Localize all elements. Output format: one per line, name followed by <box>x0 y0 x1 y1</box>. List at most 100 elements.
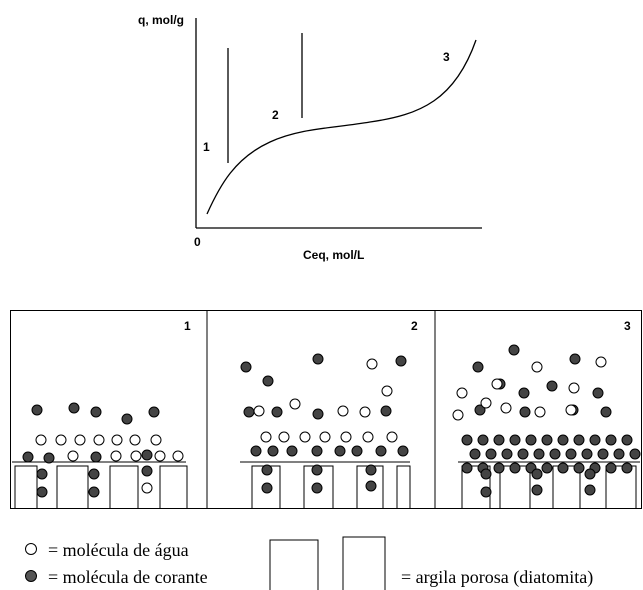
dye-molecule <box>37 487 47 497</box>
dye-molecule <box>251 446 261 456</box>
dye-molecule <box>614 449 624 459</box>
dye-molecule <box>532 485 542 495</box>
water-molecule <box>155 451 165 461</box>
dye-molecule <box>473 362 483 372</box>
dye-molecule <box>622 463 632 473</box>
origin-label: 0 <box>194 235 201 249</box>
dye-molecule <box>313 354 323 364</box>
dye-molecule <box>89 487 99 497</box>
dye-molecule <box>622 435 632 445</box>
dye-molecule <box>542 463 552 473</box>
dye-molecule <box>570 354 580 364</box>
clay-particle <box>57 466 88 508</box>
dye-molecule <box>312 446 322 456</box>
water-molecule <box>532 362 542 372</box>
clay-particle <box>110 466 138 508</box>
legend-clay-icon <box>270 537 385 590</box>
dye-molecule <box>519 388 529 398</box>
legend-water-icon <box>26 544 37 555</box>
water-molecule <box>453 410 463 420</box>
dye-molecule <box>494 463 504 473</box>
region-label: 3 <box>443 50 450 64</box>
dye-molecule <box>366 481 376 491</box>
dye-molecule <box>478 435 488 445</box>
dye-molecule <box>91 452 101 462</box>
dye-molecule <box>593 388 603 398</box>
water-molecule <box>501 403 511 413</box>
dye-molecule <box>462 463 472 473</box>
dye-molecule <box>396 356 406 366</box>
dye-molecule <box>352 446 362 456</box>
legend-water: = molécula de água <box>48 540 189 560</box>
water-molecule <box>173 451 183 461</box>
water-molecule <box>596 357 606 367</box>
clay-particle <box>270 540 318 590</box>
dye-molecule <box>542 435 552 445</box>
dye-molecule <box>32 405 42 415</box>
clay-particle <box>15 466 37 508</box>
dye-molecule <box>532 469 542 479</box>
water-molecule <box>481 398 491 408</box>
dye-molecule <box>462 435 472 445</box>
dye-molecule <box>585 469 595 479</box>
dye-molecule <box>122 414 132 424</box>
region-label: 2 <box>272 108 279 122</box>
figure: q, mol/g 0 Ceq, mol/L 1 2 3 1 2 3 = molé… <box>0 0 643 590</box>
dye-molecule <box>566 449 576 459</box>
dye-molecule <box>142 450 152 460</box>
dye-molecule <box>381 406 391 416</box>
dye-molecule <box>558 463 568 473</box>
legend-clay: = argila porosa (diatomita) <box>401 567 593 588</box>
isotherm-curve <box>207 40 476 214</box>
dye-molecule <box>547 381 557 391</box>
water-molecule <box>566 405 576 415</box>
water-molecule <box>94 435 104 445</box>
water-molecule <box>131 451 141 461</box>
dye-molecule <box>313 409 323 419</box>
isotherm-chart <box>196 18 482 228</box>
dye-molecule <box>601 407 611 417</box>
water-molecule <box>341 432 351 442</box>
water-molecule <box>254 406 264 416</box>
water-molecule <box>112 435 122 445</box>
dye-molecule <box>481 487 491 497</box>
dye-molecule <box>520 407 530 417</box>
dye-molecule <box>550 449 560 459</box>
dye-molecule <box>287 446 297 456</box>
dye-molecule <box>494 435 504 445</box>
clay-particle <box>160 466 187 508</box>
dye-molecule <box>142 466 152 476</box>
water-molecule <box>367 359 377 369</box>
molecules <box>12 345 640 508</box>
water-molecule <box>279 432 289 442</box>
dye-molecule <box>23 452 33 462</box>
dye-molecule <box>606 435 616 445</box>
water-molecule <box>68 451 78 461</box>
dye-molecule <box>44 453 54 463</box>
region-label: 1 <box>203 140 210 154</box>
water-molecule <box>75 435 85 445</box>
dye-molecule <box>526 435 536 445</box>
water-molecule <box>290 399 300 409</box>
water-molecule <box>142 483 152 493</box>
dye-molecule <box>486 449 496 459</box>
dye-molecule <box>69 403 79 413</box>
water-molecule <box>387 432 397 442</box>
panel-label: 3 <box>624 319 631 333</box>
clay-particle <box>343 537 385 590</box>
dye-molecule <box>606 463 616 473</box>
dye-molecule <box>510 463 520 473</box>
clay-particle <box>397 466 410 508</box>
water-molecule <box>492 379 502 389</box>
water-molecule <box>130 435 140 445</box>
water-molecule <box>111 451 121 461</box>
dye-molecule <box>91 407 101 417</box>
dye-molecule <box>574 463 584 473</box>
dye-molecule <box>518 449 528 459</box>
dye-molecule <box>598 449 608 459</box>
water-molecule <box>569 383 579 393</box>
dye-molecule <box>241 362 251 372</box>
dye-molecule <box>262 465 272 475</box>
legend-dye: = molécula de corante <box>48 567 208 587</box>
dye-molecule <box>502 449 512 459</box>
